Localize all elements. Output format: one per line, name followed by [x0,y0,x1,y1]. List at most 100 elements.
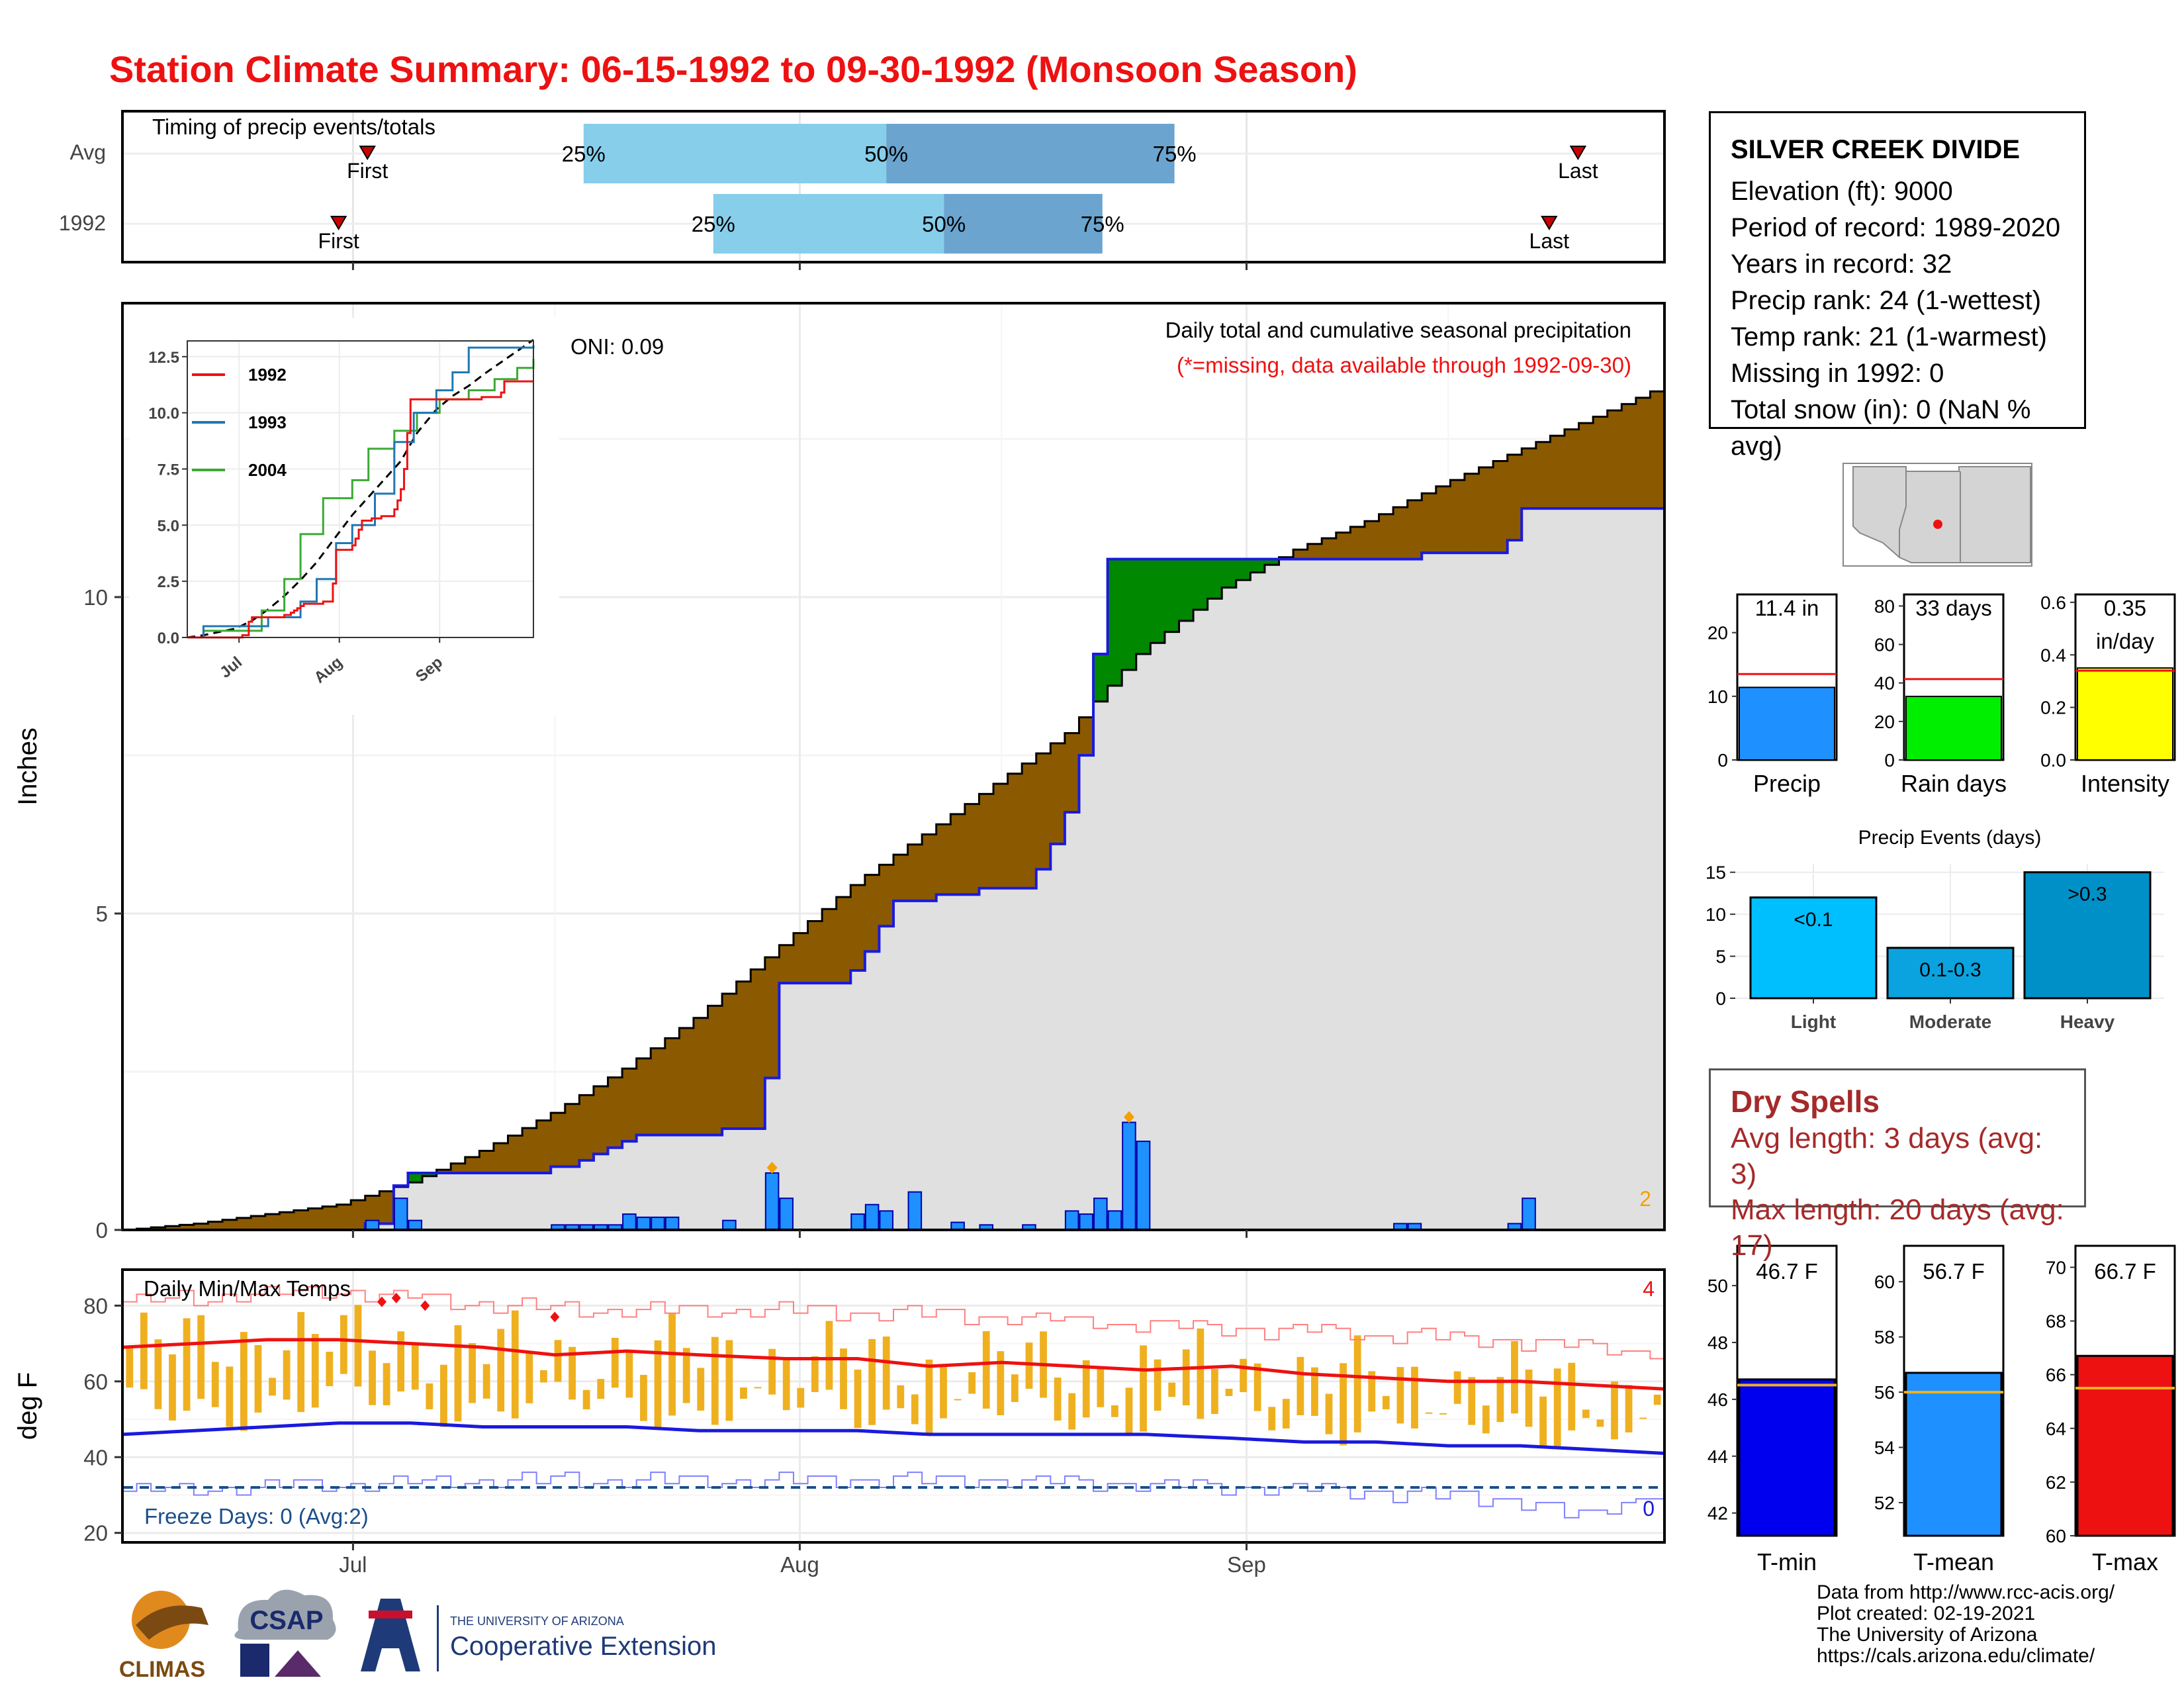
timing-1992-first-label: First [318,229,359,253]
summary-value-label: 0.35 [2104,596,2146,620]
surplus-fill [1164,559,1180,632]
deficit-fill [1635,397,1651,509]
daily-temp-range-bar [1097,1367,1105,1407]
daily-temp-range-bar [897,1385,905,1409]
daily-temp-range-bar [1382,1395,1390,1409]
daily-temp-range-bar [411,1343,419,1390]
deficit-fill [793,933,809,984]
precip-y-tick-label: 0 [96,1218,108,1243]
summary-bar-label: Precip [1753,770,1821,797]
events-title: Precip Events (days) [1858,827,2042,849]
deficit-fill [1578,423,1594,509]
timing-1992-p75-label: 75% [1081,212,1124,236]
record-high-marker [377,1296,387,1307]
surplus-fill [422,1172,437,1176]
summary-bar-charts: 0 10 20 11.4 in Precip 0 20 40 60 80 33 days Rain d… [1707,592,2176,797]
daily-temp-range-bar [1125,1387,1133,1434]
daily-temp-range-bar [240,1332,248,1431]
deficit-fill [1350,526,1365,559]
daily-temp-range-bar [169,1354,176,1421]
deficit-fill [707,1006,723,1135]
daily-temp-range-bar [668,1313,676,1416]
deficit-fill [1393,507,1408,559]
precip-y-tick-label: 5 [96,902,108,926]
events-bar-label: <0.1 [1794,909,1833,931]
daily-temp-range-bar [1340,1363,1347,1446]
deficit-fill [907,844,923,901]
precip-highlight-diamond [766,1161,778,1174]
daily-temp-range-bar [369,1350,376,1405]
deficit-fill [579,1095,594,1160]
daily-precip-bar [393,1197,408,1231]
credit-university: The University of Arizona [1817,1624,2038,1646]
daily-temp-range-bar [1611,1381,1618,1440]
daily-temp-range-bar [925,1359,933,1434]
deficit-fill [608,1077,623,1148]
temps-x-tick-label: Aug [780,1552,819,1577]
deficit-fill [308,1208,323,1230]
precip-panel-title: Daily total and cumulative seasonal prec… [1165,318,1631,342]
daily-temp-range-bar [797,1387,805,1408]
daily-temp-range-bar [1197,1328,1205,1419]
deficit-fill [251,1215,266,1230]
temps-title: Daily Min/Max Temps [144,1276,351,1301]
deficit-fill [279,1212,295,1230]
summary-bar [1739,686,1835,761]
timing-panel: 25% 50% 75% First Last 25% 50% 75% First Last Tim… [59,110,1666,270]
surplus-fill [1250,559,1265,573]
deficit-fill [1450,480,1465,553]
daily-temp-range-bar [283,1350,291,1400]
daily-temp-range-bar [940,1367,947,1419]
cumulative-1992-area [122,508,1664,1231]
deficit-fill [193,1223,209,1230]
daily-temp-range-bar [1111,1405,1118,1417]
precip-events-chart: Precip Events (days) 0 5 10 15 <0.1 Light 0.1-0… [1706,827,2164,1032]
daily-temp-range-bar [226,1366,234,1427]
deficit-fill [922,834,937,901]
station-years: Years in record: 32 [1731,250,1952,279]
deficit-fill [1050,743,1066,844]
daily-temp-range-bar [326,1352,334,1387]
temp-bar-y-tick-label: 60 [2046,1526,2066,1546]
events-bar [1886,947,2015,1000]
summary-y-tick-label: 0.2 [2040,698,2066,718]
summary-y-tick-label: 80 [1874,596,1895,616]
daily-temp-range-bar [1482,1405,1490,1434]
temp-bar-label: T-mean [1913,1548,1994,1575]
daily-precip-bar [764,1172,780,1231]
daily-temp-range-bar [754,1387,762,1389]
deficit-fill [1322,538,1337,559]
summary-y-tick-label: 0.6 [2040,592,2066,613]
deficit-fill [436,1170,451,1173]
deficit-fill [1493,461,1508,553]
daily-temp-range-bar [1325,1393,1333,1434]
deficit-fill [751,969,766,1129]
credit-data-source: Data from http://www.rcc-acis.org/ [1817,1581,2115,1603]
inset-line-1993 [187,345,535,639]
surplus-fill [1093,654,1109,702]
deficit-fill [1593,416,1608,509]
events-bar-label: >0.3 [2068,884,2107,906]
deficit-fill [779,945,794,984]
timing-1992-last-marker [1541,216,1558,230]
daily-temp-range-bar [1439,1413,1447,1415]
temps-y-tick-label: 20 [83,1521,108,1546]
summary-y-tick-label: 60 [1874,635,1895,655]
temp-bar-charts: 42 44 46 48 50 46.7 F T-min 52 54 56 58 60 56.7 F T-m… [1707,1244,2176,1575]
daily-temp-range-bar [1082,1360,1090,1418]
daily-temp-range-bar [497,1329,505,1412]
deficit-fill [979,794,994,888]
daily-precip-bar [664,1216,680,1231]
events-y-tick-label: 0 [1715,988,1726,1009]
cumulative-avg-line [122,390,1664,1231]
daily-temp-range-bar [868,1338,876,1425]
deficit-fill [693,1017,709,1135]
temp-bar-y-tick-label: 50 [1707,1276,1728,1296]
daily-temp-range-bar [840,1348,847,1409]
freeze-days-label: Freeze Days: 0 (Avg:2) [144,1504,369,1528]
station-name: SILVER CREEK DIVIDE [1731,135,2021,164]
record-min-line [122,1472,1664,1519]
record-high-marker [420,1300,430,1311]
summary-value-label: 11.4 in [1755,596,1819,620]
temp-bar-y-tick-label: 70 [2046,1257,2066,1278]
